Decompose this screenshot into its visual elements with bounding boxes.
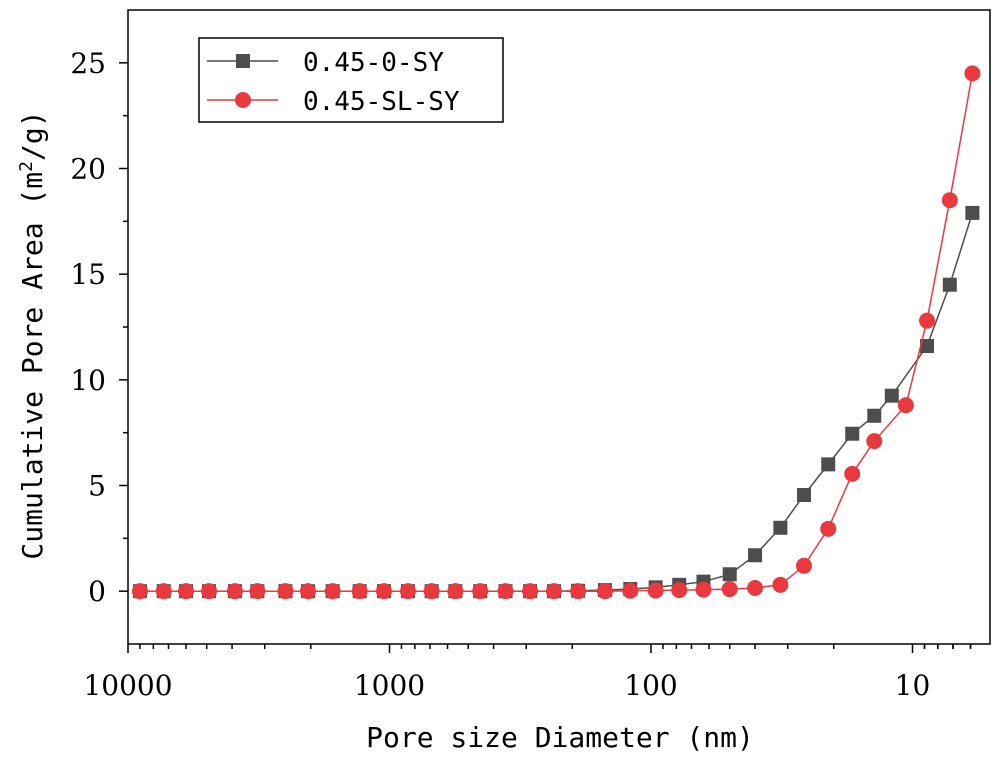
x-tick-label: 100 — [624, 669, 677, 702]
y-axis-title: Cumulative Pore Area (m2/g) — [16, 110, 50, 559]
data-point-series-2 — [964, 65, 981, 82]
data-point-series-2 — [570, 583, 587, 600]
data-point-series-1 — [884, 388, 899, 403]
data-point-series-1 — [920, 339, 935, 354]
y-tick-label: 10 — [70, 364, 106, 397]
data-point-series-1 — [965, 205, 980, 220]
data-point-series-2 — [277, 583, 294, 600]
data-point-series-2 — [375, 583, 392, 600]
x-axis-title: Pore size Diameter (nm) — [366, 721, 754, 754]
data-point-series-2 — [795, 557, 812, 574]
data-point-series-1 — [773, 520, 788, 535]
y-tick-label: 25 — [70, 47, 106, 80]
data-point-series-2 — [844, 465, 861, 482]
data-point-series-2 — [772, 576, 789, 593]
data-point-series-2 — [131, 583, 148, 600]
legend-box — [198, 37, 504, 123]
y-axis-ticks: 0 5 10 15 20 25 — [70, 47, 128, 608]
data-point-series-2 — [596, 583, 613, 600]
x-tick-label: 10000 — [83, 669, 172, 702]
x-tick-label: 1000 — [354, 669, 425, 702]
data-point-series-1 — [748, 548, 763, 563]
legend-label-series-1: 0.45-0-SY — [303, 48, 444, 78]
data-point-series-2 — [941, 192, 958, 209]
x-tick-label: 10 — [895, 669, 931, 702]
x-axis-ticks: 10000 1000 100 10 — [83, 644, 972, 702]
data-point-series-2 — [399, 583, 416, 600]
data-point-series-2 — [919, 312, 936, 329]
y-tick-label: 0 — [88, 575, 106, 608]
y-tick-label: 5 — [88, 470, 106, 503]
y-tick-label: 20 — [70, 153, 106, 186]
y-axis-title-prefix: Cumulative Pore Area (m — [16, 172, 49, 560]
y-axis-title-suffix: /g) — [16, 110, 49, 161]
legend-label-series-2: 0.45-SL-SY — [303, 87, 460, 117]
data-point-series-1 — [722, 567, 737, 582]
data-point-series-2 — [299, 583, 316, 600]
data-point-series-2 — [897, 397, 914, 414]
data-point-series-1 — [867, 408, 882, 423]
data-point-series-2 — [497, 583, 514, 600]
data-point-series-1 — [845, 426, 860, 441]
data-point-series-2 — [522, 583, 539, 600]
data-point-series-2 — [249, 583, 266, 600]
data-point-series-2 — [226, 583, 243, 600]
data-point-series-2 — [201, 583, 218, 600]
data-point-series-2 — [866, 433, 883, 450]
data-point-series-2 — [351, 583, 368, 600]
data-point-series-2 — [324, 583, 341, 600]
data-point-series-2 — [647, 582, 664, 599]
y-axis-title-superscript: 2 — [16, 161, 37, 172]
legend: 0.45-0-SY 0.45-SL-SY — [198, 37, 504, 123]
data-point-series-2 — [545, 583, 562, 600]
data-point-series-2 — [178, 583, 195, 600]
y-tick-label: 15 — [70, 258, 106, 291]
series-layer — [131, 65, 981, 600]
data-point-series-2 — [423, 583, 440, 600]
legend-marker-series-1 — [236, 54, 250, 68]
data-point-series-2 — [472, 583, 489, 600]
legend-marker-series-2 — [235, 92, 251, 108]
data-point-series-2 — [671, 582, 688, 599]
data-point-series-2 — [820, 520, 837, 537]
data-point-series-2 — [622, 582, 639, 599]
data-point-series-2 — [155, 583, 172, 600]
data-point-series-1 — [796, 488, 811, 503]
data-point-series-2 — [721, 581, 738, 598]
data-point-series-2 — [447, 583, 464, 600]
data-point-series-1 — [942, 277, 957, 292]
series-line-2 — [140, 73, 974, 592]
data-point-series-2 — [695, 581, 712, 598]
data-point-series-2 — [747, 579, 764, 596]
series-line-1 — [140, 212, 974, 592]
data-point-series-1 — [821, 457, 836, 472]
